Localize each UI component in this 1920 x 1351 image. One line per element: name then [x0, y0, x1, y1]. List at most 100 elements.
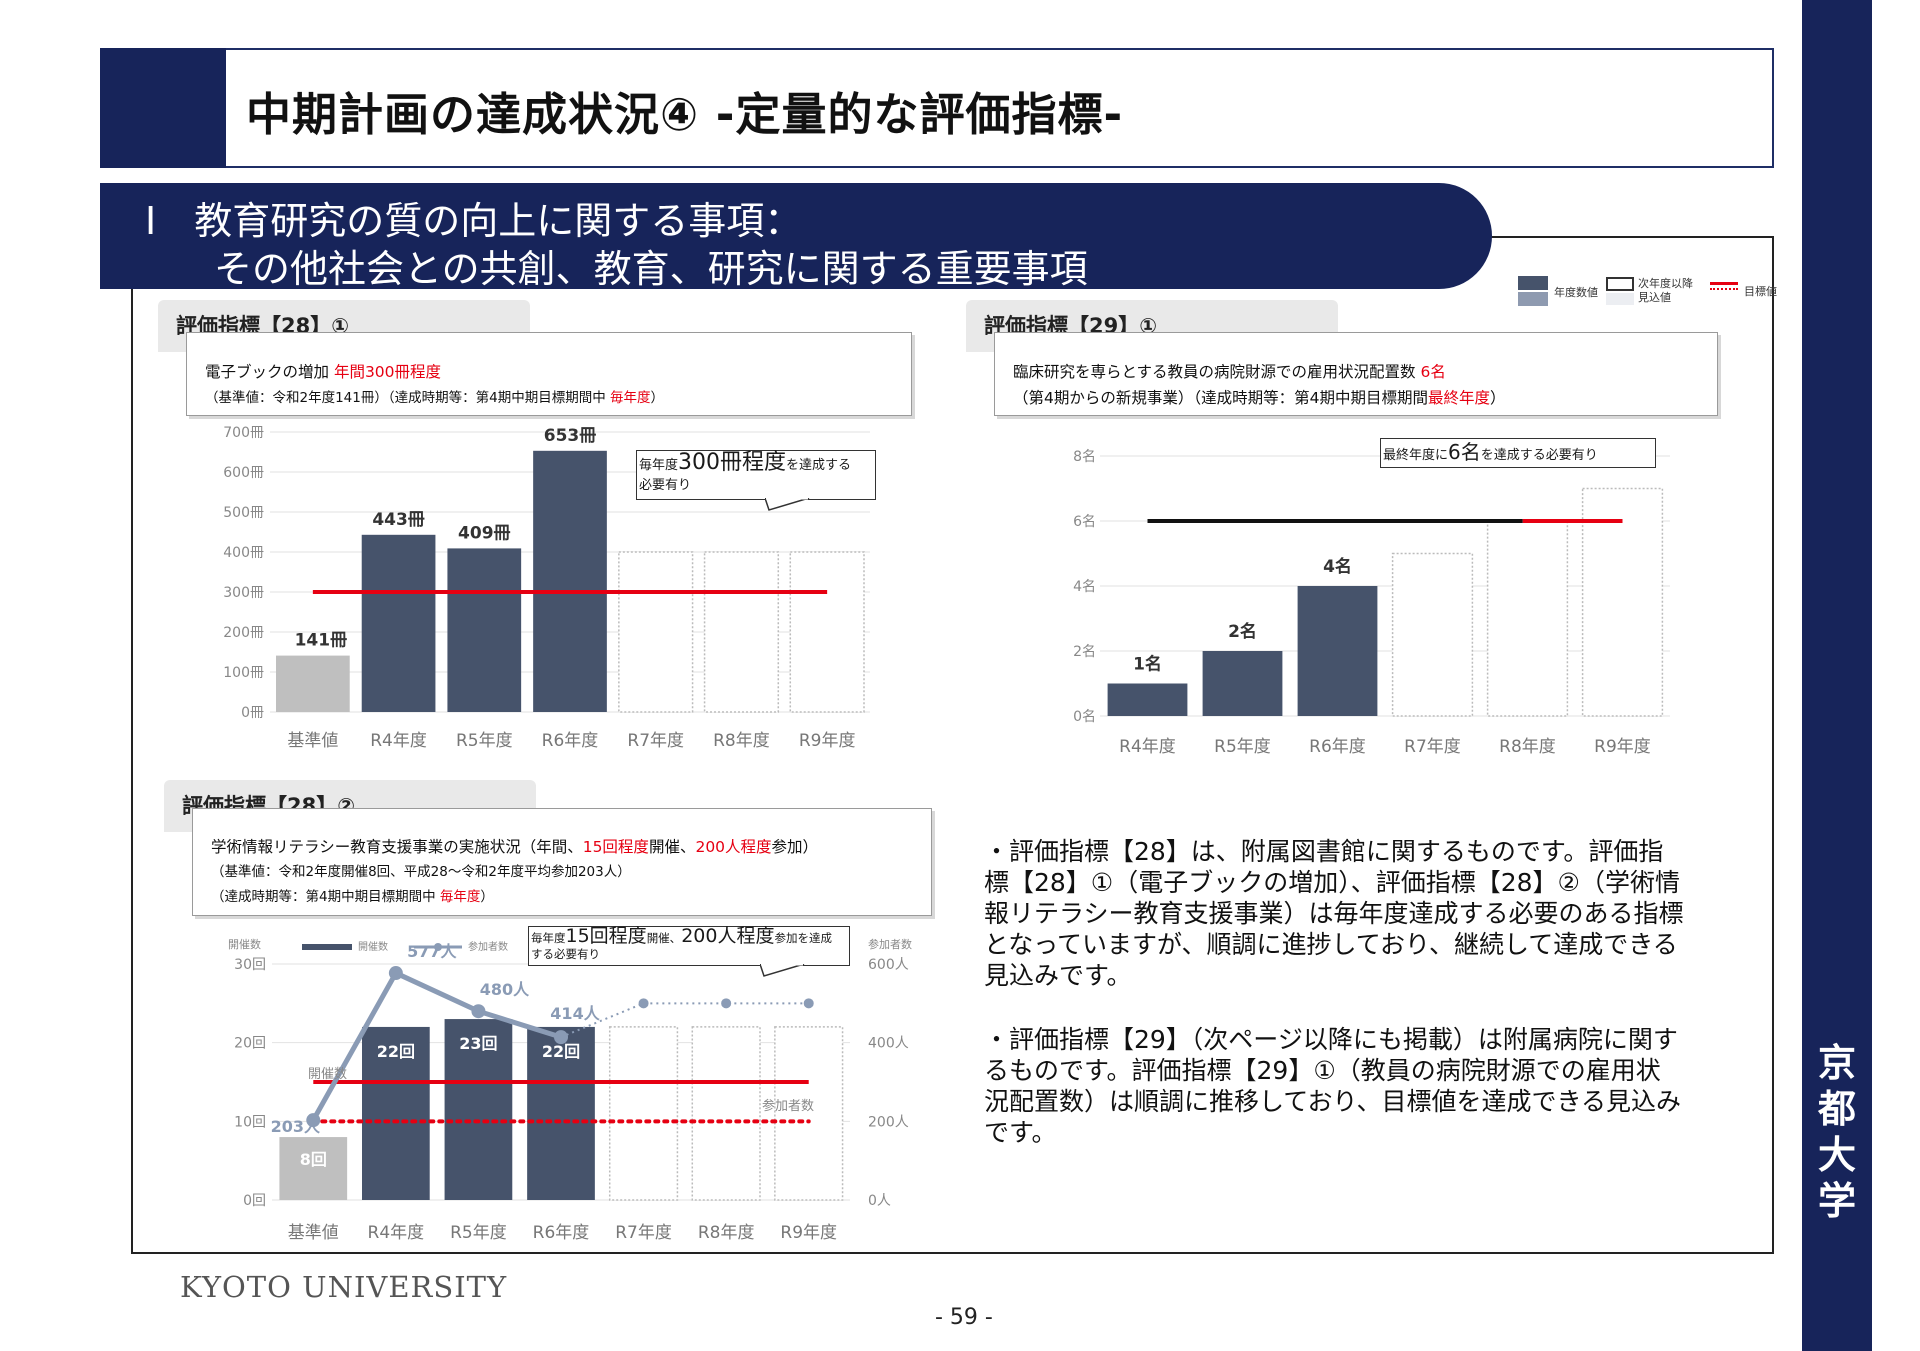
y-tick-label: 200冊: [223, 625, 264, 641]
legend-forecast-swatch-light: [1606, 293, 1634, 305]
forecast-bar: [1391, 552, 1474, 717]
callout-28-2-p6: する必要有り: [531, 947, 600, 961]
callout-28-2: 毎年度15回程度開催、200人程度参加を達成 する必要有り: [528, 926, 850, 966]
forecast-bar: [608, 1026, 679, 1201]
legend-target-swatch-dotted: [1710, 288, 1738, 290]
ind28-1-line2-suffix: ）: [650, 390, 665, 406]
forecast-bar: [703, 551, 780, 713]
callout-29-1-p3: を達成する必要有り: [1480, 448, 1598, 463]
right-side-band: [1802, 0, 1872, 1351]
ind29-1-line2: （第4期からの新規事業）（達成時期等：第4期中期目標期間: [1013, 389, 1428, 407]
legend-bars-label: 開催数: [358, 940, 388, 953]
right-y-tick-label: 0人: [868, 1193, 891, 1209]
left-y-tick-label: 20回: [234, 1036, 266, 1052]
x-tick-label: R8年度: [698, 1223, 755, 1243]
ind28-1-line1: 電子ブックの増加: [205, 363, 334, 381]
y-tick-label: 0冊: [241, 705, 264, 721]
right-y-tick-label: 200人: [868, 1114, 909, 1130]
left-y-tick-label: 30回: [234, 957, 266, 973]
x-tick-label: R6年度: [1309, 737, 1366, 757]
indicator-29-1-description: 臨床研究を専らとする教員の病院財源での雇用状況配置数 6名 （第4期からの新規事…: [994, 332, 1718, 416]
bar-value-label: 22回: [377, 1042, 415, 1061]
bar: [1107, 683, 1188, 716]
left-y-tick-label: 0回: [243, 1193, 266, 1209]
ind28-2-line3-suffix: ）: [480, 889, 494, 905]
callout-28-2-p3: 開催、: [646, 931, 682, 945]
bars-annotation: 開催数: [308, 1067, 347, 1082]
participant-value-label: 480人: [480, 980, 530, 999]
ind28-2-line1: 学術情報リテラシー教育支援事業の実施状況（年間、: [211, 838, 583, 856]
callout-28-2-p5: 参加を達成: [774, 931, 832, 945]
section-heading-line2: その他社会との共創、教育、研究に関する重要事項: [214, 247, 1088, 291]
chart-29-1: 0名 2名 4名 6名 8名 1名 R4年度 2名 R5年度 4名 R6年度 R7年度 R8年度 R9年度: [1073, 449, 1670, 757]
y-tick-label: 300冊: [223, 585, 264, 601]
x-tick-label: R7年度: [627, 731, 684, 751]
line-annotation: 参加者数: [762, 1098, 814, 1114]
y-tick-label: 700冊: [223, 425, 264, 441]
participant-value-label: 577人: [407, 942, 457, 961]
participant-forecast-point: [803, 998, 814, 1009]
bar: [533, 450, 607, 712]
participant-point: [306, 1113, 321, 1128]
participant-value-label: 414人: [550, 1004, 600, 1023]
callout-28-2-p2: 15回程度: [565, 925, 647, 947]
chart-legend: 年度数値 次年度以降見込値 目標値: [1518, 276, 1778, 312]
ind28-1-line1-target: 年間300冊程度: [333, 363, 442, 381]
legend-target-swatch: [1710, 282, 1738, 285]
bar-value-label: 2名: [1228, 621, 1257, 642]
forecast-bar: [618, 551, 694, 713]
ind28-2-line2: （基準値：令和2年度開催8回、平成28～令和2年度平均参加203人）: [211, 864, 631, 880]
explanation-paragraph-1: ・評価指標【28】は、附属図書館に関するものです。評価指標【28】①（電子ブック…: [984, 837, 1684, 990]
title-accent-block: [100, 48, 226, 168]
callout-28-2-pointer: [760, 964, 805, 977]
participant-forecast-point: [721, 998, 732, 1009]
bar-value-label: 141冊: [295, 631, 348, 651]
bar-value-label: 22回: [542, 1042, 580, 1061]
y-tick-label: 8名: [1073, 449, 1096, 465]
callout-29-1: 最終年度に6名を達成する必要有り: [1380, 438, 1656, 468]
ind28-2-red1: 15回程度: [582, 838, 649, 856]
ind29-1-line1: 臨床研究を専らとする教員の病院財源での雇用状況配置数: [1013, 363, 1421, 381]
y-tick-label: 400冊: [223, 545, 264, 561]
x-tick-label: R4年度: [370, 731, 427, 751]
forecast-bar: [774, 1026, 844, 1201]
ind28-2-suffix: 参加）: [771, 838, 819, 856]
y-tick-label: 4名: [1073, 579, 1096, 595]
x-tick-label: R4年度: [1119, 737, 1176, 757]
x-tick-label: R7年度: [615, 1223, 672, 1243]
bar: [279, 1137, 348, 1200]
ind29-1-line1-target: 6名: [1420, 363, 1446, 381]
x-tick-label: 基準値: [287, 731, 338, 751]
indicator-28-1-description: 電子ブックの増加 年間300冊程度 （基準値：令和2年度141冊）（達成時期等：…: [186, 332, 912, 416]
legend-actual-swatch-light: [1518, 292, 1548, 306]
callout-28-1-p3: を達成する: [786, 458, 852, 473]
x-tick-label: 基準値: [288, 1223, 339, 1243]
x-tick-label: R5年度: [1214, 737, 1271, 757]
x-tick-label: R8年度: [1499, 737, 1556, 757]
right-y-tick-label: 600人: [868, 957, 909, 973]
bar-value-label: 409冊: [458, 523, 511, 543]
x-tick-label: R6年度: [533, 1223, 590, 1243]
legend-bars-swatch: [302, 944, 352, 950]
x-tick-label: R4年度: [368, 1223, 425, 1243]
page-title: 中期計画の達成状況④ -定量的な評価指標-: [246, 88, 1124, 141]
y-tick-label: 6名: [1073, 514, 1096, 530]
bar-value-label: 653冊: [544, 426, 597, 446]
ind28-2-line3-red: 毎年度: [439, 889, 481, 905]
ind28-1-line2-red: 毎年度: [610, 390, 651, 406]
participant-forecast-point: [638, 998, 649, 1009]
callout-29-1-p2: 6名: [1448, 440, 1481, 464]
bar: [527, 1026, 595, 1200]
bar-value-label: 4名: [1323, 556, 1352, 577]
forecast-bar: [1486, 520, 1569, 717]
legend-target-label: 目標値: [1744, 285, 1777, 298]
section-heading-line1: Ⅰ 教育研究の質の向上に関する事項：: [145, 199, 803, 243]
y-tick-label: 2名: [1073, 644, 1096, 660]
explanation-paragraph-2: ・評価指標【29】（次ページ以降にも掲載）は附属病院に関するものです。評価指標【…: [984, 1025, 1682, 1147]
ind28-2-red2: 200人程度: [695, 838, 772, 856]
bar: [1202, 651, 1283, 716]
callout-28-1-p1: 毎年度: [639, 458, 679, 473]
ind29-1-line2-suffix: ）: [1490, 389, 1506, 407]
